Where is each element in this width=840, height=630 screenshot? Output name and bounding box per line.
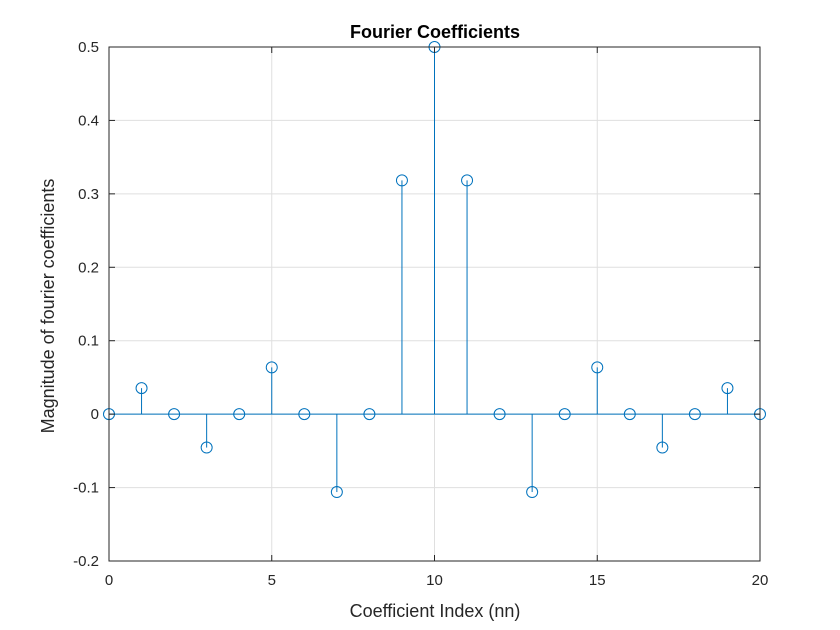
stem-marker [330, 486, 343, 499]
stem-marker [526, 486, 539, 499]
stems [109, 47, 760, 493]
stem-marker [265, 361, 278, 374]
stem-marker [233, 408, 246, 421]
x-axis-label: Coefficient Index (nn) [350, 601, 521, 621]
stem-marker [493, 408, 506, 421]
x-tick-label: 15 [589, 572, 606, 589]
y-tick-label: 0.5 [78, 39, 99, 56]
y-tick-label: 0.2 [78, 259, 99, 276]
y-tick-label: -0.1 [73, 480, 99, 497]
y-tick-label: 0.3 [78, 186, 99, 203]
stem-marker [298, 408, 311, 421]
x-tick-label: 5 [268, 572, 276, 589]
chart-title: Fourier Coefficients [350, 22, 520, 42]
x-tick-label: 0 [105, 572, 113, 589]
tick-labels: 0 5 10 15 20 -0.2 -0.1 0 0.1 0.2 0.3 0.4 0.5 [73, 39, 768, 589]
y-tick-label: 0 [91, 406, 99, 423]
y-axis-label: Magnitude of fourier coefficients [38, 179, 58, 434]
stem-marker [721, 382, 734, 395]
stem-marker [363, 408, 376, 421]
stem-marker [688, 408, 701, 421]
stem-marker [656, 441, 669, 454]
stem-marker [395, 174, 408, 187]
ticks [108, 46, 761, 562]
x-tick-label: 10 [426, 572, 443, 589]
stem-marker [200, 441, 213, 454]
x-tick-label: 20 [752, 572, 769, 589]
stem-marker [168, 408, 181, 421]
y-tick-label: -0.2 [73, 553, 99, 570]
plot-area [103, 41, 766, 562]
y-tick-label: 0.1 [78, 333, 99, 350]
stem-marker [623, 408, 636, 421]
stem-marker [558, 408, 571, 421]
y-tick-label: 0.4 [78, 112, 99, 129]
stem-marker [135, 382, 148, 395]
stem-marker [591, 361, 604, 374]
stem-marker [461, 174, 474, 187]
